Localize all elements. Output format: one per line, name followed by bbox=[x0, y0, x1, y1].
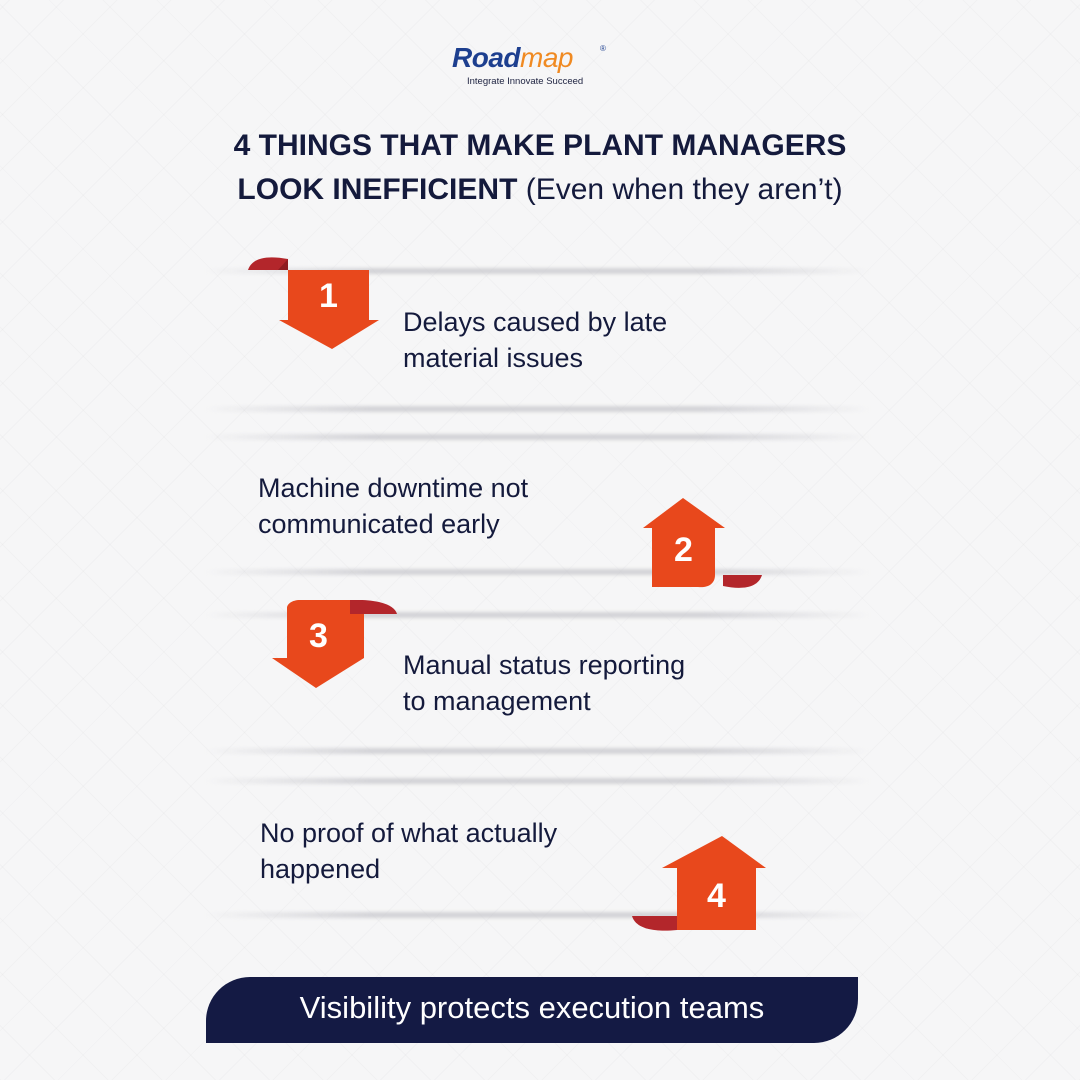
divider bbox=[205, 406, 870, 412]
item-number: 4 bbox=[707, 877, 726, 915]
divider bbox=[205, 748, 870, 754]
roadmap-logo: Roadmap ® Integrate Innovate Succeed bbox=[452, 42, 632, 92]
divider bbox=[205, 912, 870, 918]
item-2-line-2: communicated early bbox=[258, 509, 500, 539]
item-number: 1 bbox=[319, 277, 338, 315]
item-1-text: Delays caused by late material issues bbox=[403, 304, 823, 376]
item-2-line-1: Machine downtime not bbox=[258, 473, 529, 503]
headline-line-1: 4 THINGS THAT MAKE PLANT MANAGERS bbox=[233, 129, 847, 162]
item-2-up-arrow-icon: 2 bbox=[634, 498, 764, 590]
divider bbox=[205, 569, 870, 575]
item-number: 3 bbox=[309, 617, 328, 655]
footer-banner: Visibility protects execution teams bbox=[206, 977, 858, 1043]
registered-mark: ® bbox=[600, 44, 606, 53]
item-4-line-2: happened bbox=[260, 854, 381, 884]
logo-word-map: map bbox=[520, 42, 573, 73]
item-4-line-1: No proof of what actually bbox=[260, 818, 558, 848]
item-3-down-arrow-icon: 3 bbox=[272, 599, 400, 690]
item-3-line-1: Manual status reporting bbox=[403, 650, 686, 680]
item-3-line-2: to management bbox=[403, 686, 591, 716]
logo-wordmark: Roadmap bbox=[452, 42, 573, 74]
item-4-up-arrow-icon: 4 bbox=[632, 836, 768, 932]
item-2-text: Machine downtime not communicated early bbox=[258, 470, 678, 542]
headline-line-2: LOOK INEFFICIENT (Even when they aren’t) bbox=[0, 170, 1080, 210]
item-1-line-1: Delays caused by late bbox=[403, 307, 668, 337]
headline-bold-part: LOOK INEFFICIENT bbox=[237, 173, 518, 206]
headline-regular-part: (Even when they aren’t) bbox=[525, 173, 843, 206]
logo-word-road: Road bbox=[452, 42, 521, 73]
item-1-line-2: material issues bbox=[403, 343, 584, 373]
logo-tagline: Integrate Innovate Succeed bbox=[467, 76, 584, 87]
footer-banner-text: Visibility protects execution teams bbox=[299, 990, 765, 1025]
divider bbox=[205, 268, 870, 274]
divider bbox=[205, 778, 870, 784]
divider bbox=[205, 612, 870, 618]
divider bbox=[205, 434, 870, 440]
item-3-text: Manual status reporting to management bbox=[403, 647, 823, 719]
item-1-down-arrow-icon: 1 bbox=[248, 256, 380, 351]
item-4-text: No proof of what actually happened bbox=[260, 815, 680, 887]
item-number: 2 bbox=[674, 531, 693, 569]
